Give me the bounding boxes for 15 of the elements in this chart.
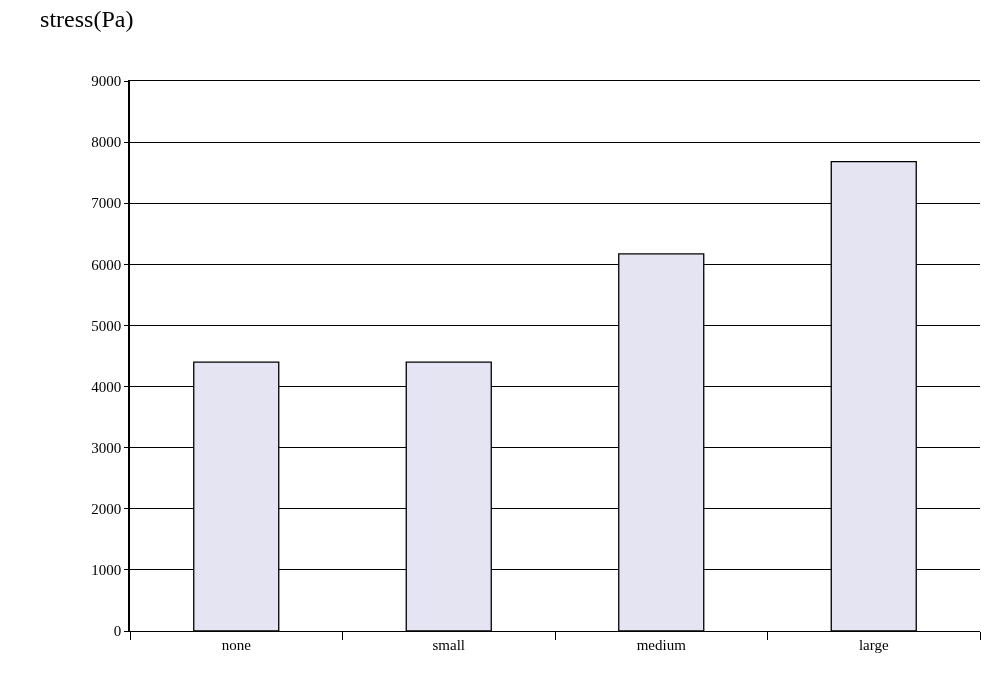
y-tick-label: 9000 <box>91 73 122 90</box>
y-tick-label: 4000 <box>91 378 122 395</box>
y-tick-label: 5000 <box>91 317 122 334</box>
y-tick-label: 7000 <box>91 195 122 212</box>
x-tick-label: medium <box>636 637 687 653</box>
y-tick-label: 3000 <box>91 439 122 456</box>
x-tick-label: small <box>432 637 465 653</box>
y-tick-label: 6000 <box>91 256 122 273</box>
y-tick-label: 2000 <box>91 501 122 518</box>
y-tick-label: 0 <box>113 623 122 640</box>
x-tick-label: large <box>858 637 889 653</box>
y-tick-label: 8000 <box>91 134 122 151</box>
y-tick-label: 1000 <box>91 562 122 579</box>
x-tick-label: none <box>221 637 252 653</box>
chart-title: stress(Pa) <box>40 6 134 33</box>
